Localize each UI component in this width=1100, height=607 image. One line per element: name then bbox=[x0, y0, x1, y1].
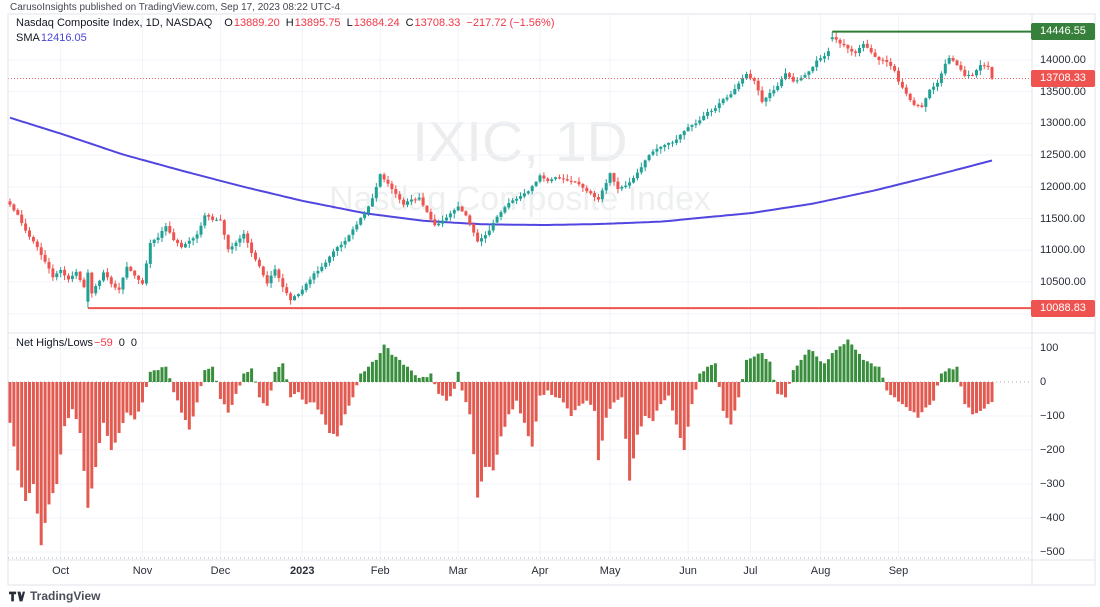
price-tick-label: −100 bbox=[1040, 410, 1065, 422]
tradingview-brand-text: TradingView bbox=[30, 589, 101, 603]
time-tick-label: Dec bbox=[210, 565, 231, 577]
time-tick-label: Oct bbox=[52, 565, 70, 577]
time-scale[interactable]: Oct Nov Dec 2023 Feb Mar Apr May Jun Jul Aug Sep bbox=[8, 561, 1032, 585]
open-value: 13889.20 bbox=[233, 17, 280, 29]
low-label: L bbox=[346, 17, 353, 29]
price-badge: 13708.33 bbox=[1031, 70, 1095, 87]
sma-legend[interactable]: SMA12416.05 bbox=[16, 32, 87, 44]
price-tick-label: −400 bbox=[1040, 512, 1065, 524]
sma-label: SMA bbox=[16, 32, 40, 44]
time-tick-label: Feb bbox=[370, 565, 390, 577]
tradingview-logo-icon bbox=[9, 591, 25, 602]
price-tick-label: 12000.00 bbox=[1040, 180, 1086, 193]
price-tick-label: −500 bbox=[1040, 546, 1065, 558]
change-value: −217.72 (−1.56%) bbox=[466, 17, 555, 29]
price-tick-label: 13000.00 bbox=[1040, 117, 1086, 130]
price-tick-label: 14000.00 bbox=[1040, 54, 1086, 66]
indicator-title: Net Highs/Lows bbox=[16, 337, 94, 349]
price-badge: 10088.83 bbox=[1031, 299, 1095, 317]
time-tick-label: Apr bbox=[531, 565, 549, 577]
high-label: H bbox=[285, 17, 294, 29]
open-label: O bbox=[224, 17, 233, 29]
time-tick-label: May bbox=[599, 565, 621, 577]
close-label: C bbox=[405, 17, 414, 29]
price-tick-label: 100 bbox=[1040, 342, 1059, 354]
time-tick-label: Jul bbox=[743, 565, 758, 577]
price-scale[interactable]: 14000.00 13500.00 13000.00 12500.00 12000.00… bbox=[1031, 14, 1097, 585]
low-value: 13684.24 bbox=[353, 17, 400, 29]
price-tick-label: −200 bbox=[1040, 444, 1065, 456]
price-tick-label: 13500.00 bbox=[1040, 85, 1086, 98]
symbol-legend[interactable]: Nasdaq Composite Index, 1D, NASDAQ O13889… bbox=[16, 17, 555, 29]
indicator-extra-value: 0 bbox=[118, 337, 125, 349]
indicator-last-value: −59 bbox=[94, 337, 113, 349]
price-tick-label: 11000.00 bbox=[1040, 244, 1086, 257]
price-tick-label: 11500.00 bbox=[1040, 212, 1086, 225]
price-tick-label: −300 bbox=[1040, 478, 1065, 490]
symbol-title: Nasdaq Composite Index, 1D, NASDAQ bbox=[16, 17, 213, 29]
time-tick-label: 2023 bbox=[290, 565, 315, 577]
time-tick-label: Sep bbox=[888, 565, 909, 577]
time-tick-label: Mar bbox=[448, 565, 468, 577]
price-tick-label: 10500.00 bbox=[1040, 276, 1086, 288]
time-tick-label: Jun bbox=[679, 565, 697, 577]
sma-value: 12416.05 bbox=[40, 32, 87, 44]
price-tick-label: 12500.00 bbox=[1040, 149, 1086, 162]
indicator-extra-value: 0 bbox=[130, 337, 137, 349]
price-tick-label: 0 bbox=[1040, 376, 1047, 388]
close-value: 13708.33 bbox=[414, 17, 461, 29]
indicator-legend[interactable]: Net Highs/Lows−59 0 0 bbox=[16, 337, 137, 349]
tradingview-attribution[interactable]: TradingView bbox=[9, 589, 100, 603]
high-value: 13895.75 bbox=[294, 17, 341, 29]
price-badge: 14446.55 bbox=[1031, 23, 1095, 41]
time-tick-label: Aug bbox=[810, 565, 831, 577]
time-tick-label: Nov bbox=[132, 565, 153, 577]
publish-attribution: CarusoInsights published on TradingView.… bbox=[10, 2, 341, 13]
